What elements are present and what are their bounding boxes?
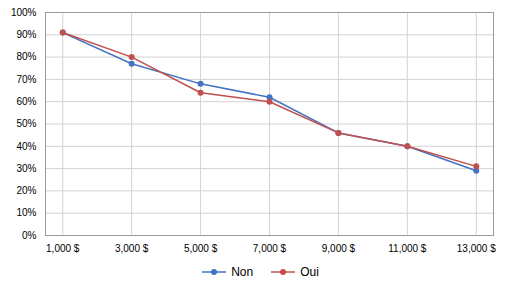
svg-text:70%: 70% bbox=[16, 74, 36, 85]
svg-text:1,000 $: 1,000 $ bbox=[46, 243, 80, 254]
svg-text:60%: 60% bbox=[16, 96, 36, 107]
svg-text:0%: 0% bbox=[22, 230, 37, 241]
svg-text:50%: 50% bbox=[16, 118, 36, 129]
svg-text:11,000 $: 11,000 $ bbox=[388, 243, 427, 254]
svg-text:20%: 20% bbox=[16, 185, 36, 196]
svg-text:3,000 $: 3,000 $ bbox=[115, 243, 149, 254]
svg-text:7,000 $: 7,000 $ bbox=[253, 243, 287, 254]
svg-text:10%: 10% bbox=[16, 207, 36, 218]
svg-text:100%: 100% bbox=[11, 7, 37, 18]
svg-text:9,000 $: 9,000 $ bbox=[322, 243, 356, 254]
html-text:Oui: Oui bbox=[300, 265, 319, 279]
svg-text:30%: 30% bbox=[16, 163, 36, 174]
svg-text:13,000 $: 13,000 $ bbox=[457, 243, 496, 254]
svg-text:90%: 90% bbox=[16, 29, 36, 40]
svg-text:80%: 80% bbox=[16, 51, 36, 62]
html-text:Non: Non bbox=[231, 265, 254, 279]
svg-text:40%: 40% bbox=[16, 141, 36, 152]
svg-text:5,000 $: 5,000 $ bbox=[184, 243, 218, 254]
